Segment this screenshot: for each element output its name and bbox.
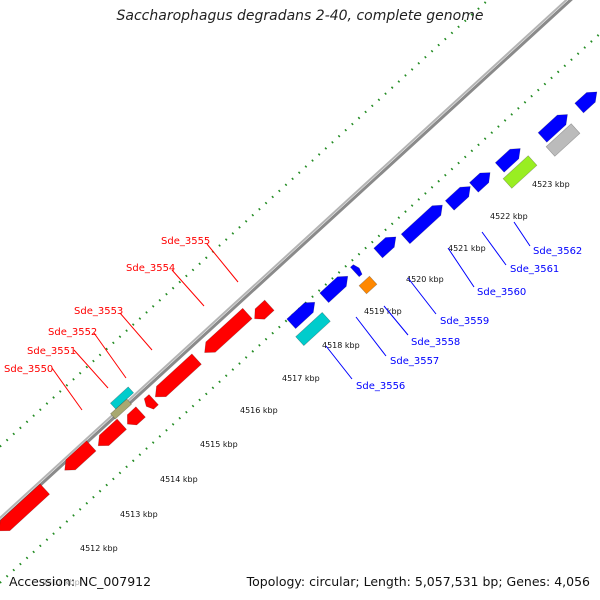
gene-leader-line: [73, 349, 109, 389]
reverse-gene-label: Sde_3550: [4, 364, 53, 375]
gene-leader-line: [383, 305, 409, 336]
gene-leader-line: [206, 243, 239, 283]
forward-gene-arrow: [349, 264, 363, 278]
accession-label: Accession: NC_007912: [9, 574, 152, 589]
feature-box-cyan: [295, 311, 331, 347]
gene-leader-line: [355, 316, 387, 357]
tick-label: 4512 kbp: [80, 544, 118, 553]
forward-gene-arrow: [319, 275, 349, 304]
tick-label: 4516 kbp: [240, 406, 278, 415]
forward-gene-label: Sde_3561: [510, 264, 559, 275]
tick-label: 4517 kbp: [282, 374, 320, 383]
reverse-gene-arrow: [64, 440, 97, 471]
gene-leader-line: [93, 332, 127, 379]
backbone-inner: [0, 0, 573, 524]
forward-gene-arrow: [574, 91, 598, 114]
gene-leader-line: [51, 367, 83, 411]
reverse-gene-label: Sde_3555: [161, 236, 210, 247]
gene-leader-line: [513, 221, 531, 247]
gene-leader-line: [119, 312, 153, 351]
forward-gene-arrow: [469, 172, 491, 193]
reverse-gene-arrow: [154, 353, 202, 398]
forward-gene-arrow: [286, 301, 316, 330]
reverse-gene-arrow: [97, 418, 127, 447]
tick-label: 4523 kbp: [532, 180, 570, 189]
forward-gene-arrow: [400, 204, 443, 245]
reverse-gene-arrow: [254, 299, 275, 320]
forward-gene-arrow: [494, 148, 521, 173]
tick-label: 4520 kbp: [406, 275, 444, 284]
reverse-gene-label: Sde_3554: [126, 263, 175, 274]
forward-gene-label: Sde_3558: [411, 337, 460, 348]
genome-summary: Topology: circular; Length: 5,057,531 bp…: [246, 574, 590, 589]
gene-leader-line: [325, 345, 353, 380]
feature-box-lime: [502, 155, 538, 189]
forward-gene-arrow: [373, 236, 397, 259]
reverse-gene-arrow: [204, 307, 253, 353]
tick-label: 4519 kbp: [364, 307, 402, 316]
gene-leader-line: [447, 247, 475, 288]
forward-gene-label: Sde_3556: [356, 381, 405, 392]
gene-leader-line: [407, 277, 437, 315]
tick-label: 4518 kbp: [322, 341, 360, 350]
tick-label: 4515 kbp: [200, 440, 238, 449]
tick-label: 4522 kbp: [490, 212, 528, 221]
reverse-gene-label: Sde_3552: [48, 327, 97, 338]
forward-gene-label: Sde_3557: [390, 356, 439, 367]
feature-box-cyan: [109, 386, 135, 410]
reverse-gene-arrow: [126, 406, 146, 426]
gene-leader-line: [481, 231, 507, 266]
forward-gene-label: Sde_3562: [533, 246, 582, 257]
gene-leader-line: [171, 269, 205, 307]
tick-ring-outer: [0, 0, 490, 449]
reverse-gene-label: Sde_3551: [27, 346, 76, 357]
tick-label: 4521 kbp: [448, 244, 486, 253]
feature-box-grey: [545, 123, 581, 157]
feature-box-olive: [110, 398, 132, 420]
reverse-gene-arrow: [0, 483, 51, 532]
forward-gene-arrow: [537, 114, 568, 143]
map-title: Saccharophagus degradans 2-40, complete …: [116, 8, 484, 24]
feature-box-orange: [358, 275, 378, 295]
backbone-outer: [0, 0, 568, 520]
forward-gene-arrow: [444, 186, 471, 211]
reverse-gene-label: Sde_3553: [74, 306, 123, 317]
tick-label: 4513 kbp: [120, 510, 158, 519]
forward-gene-label: Sde_3560: [477, 287, 526, 298]
reverse-gene-arrow: [143, 394, 159, 410]
tick-label: 4514 kbp: [160, 475, 198, 484]
tick-label: 4511 kbp: [42, 578, 80, 587]
forward-gene-label: Sde_3559: [440, 316, 489, 327]
